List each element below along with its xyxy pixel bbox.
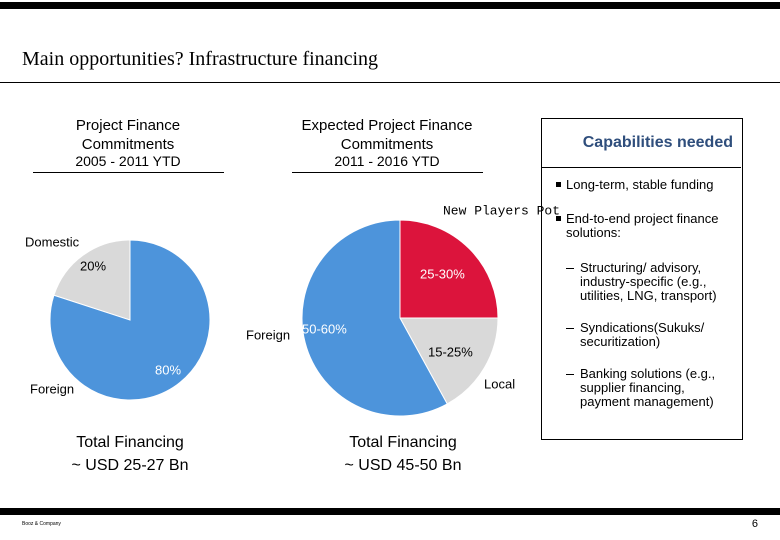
category-label: Foreign: [30, 381, 74, 396]
chart-title: Project Finance Commitments: [75, 117, 181, 153]
capabilities-header: Capabilities needed: [541, 118, 741, 168]
rule: [292, 172, 483, 173]
bullet: End-to-end project finance solutions:: [556, 212, 736, 240]
page-number: 6: [751, 518, 758, 530]
bottom-bar: [0, 508, 780, 515]
footer-source: Booz & Company: [22, 521, 61, 527]
total-value: ~ USD 45-50 Bn: [344, 457, 462, 474]
value-label: 80%: [155, 362, 181, 377]
chart-title: Expected Project Finance Commitments: [301, 117, 473, 153]
category-label: New Players Pot: [443, 203, 560, 218]
total-label: Total Financing: [349, 434, 457, 451]
rule: [33, 172, 224, 173]
category-label: Local: [484, 376, 515, 391]
pie-slice: [53, 239, 131, 321]
value-label: 50-60%: [302, 321, 347, 336]
title-rule: [0, 82, 780, 83]
sub-bullet: Structuring/ advisory, industry-specific…: [566, 261, 738, 303]
pie-slice: [301, 219, 448, 417]
pie-slice: [49, 239, 211, 401]
chart-subtitle: 2011 - 2016 YTD: [334, 153, 440, 169]
category-label: Domestic: [25, 234, 80, 249]
capabilities-box: [541, 118, 743, 440]
pie-slice: [399, 219, 499, 319]
sub-bullet: Syndications(Sukuks/ securitization): [566, 321, 738, 349]
category-label: Foreign: [246, 327, 290, 342]
value-label: 20%: [80, 258, 106, 273]
top-bar: [0, 2, 780, 9]
chart-subtitle: 2005 - 2011 YTD: [75, 153, 181, 169]
total-value: ~ USD 25-27 Bn: [71, 457, 189, 474]
bullet: Long-term, stable funding: [556, 178, 736, 192]
slide-title: Main opportunities? Infrastructure finan…: [22, 48, 378, 70]
sub-bullet: Banking solutions (e.g., supplier financ…: [566, 367, 738, 409]
value-label: 15-25%: [428, 344, 473, 359]
pie-slice: [399, 317, 499, 405]
total-label: Total Financing: [76, 434, 184, 451]
value-label: 25-30%: [420, 266, 465, 281]
